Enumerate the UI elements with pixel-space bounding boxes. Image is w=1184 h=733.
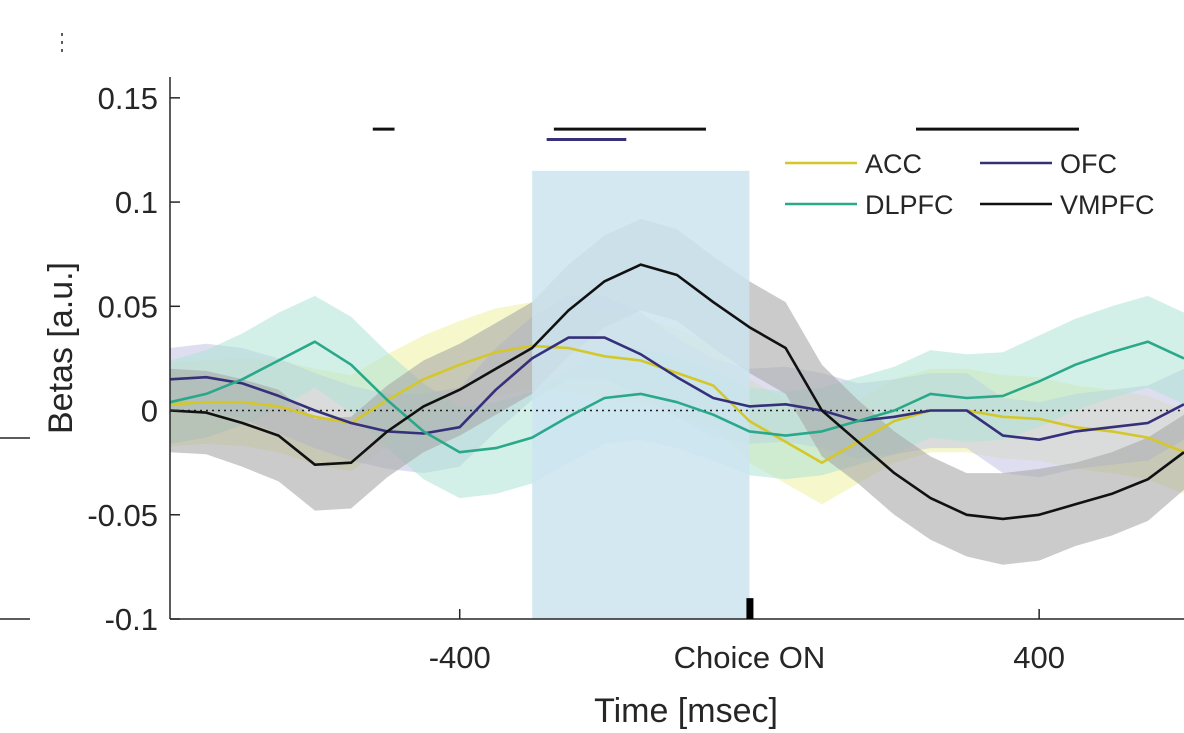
significance-bars (372, 127, 1079, 142)
x-tick-label: Choice ON (674, 640, 826, 675)
y-tick-label: 0.05 (98, 289, 158, 324)
series-lines (169, 263, 1184, 521)
y-tick-label: 0 (141, 394, 158, 429)
legend-label-vmpfc: VMPFC (1060, 190, 1155, 220)
legend-label-ofc: OFC (1060, 149, 1117, 179)
axes (169, 77, 1184, 620)
series-line-ofc (169, 336, 1184, 442)
y-tick-label: 0.1 (115, 185, 158, 220)
y-axis-label: Betas [a.u.] (42, 262, 80, 434)
choice-onset-marker (746, 598, 754, 619)
y-tick-label: 0.15 (98, 81, 158, 116)
series-line-vmpfc (169, 263, 1184, 521)
series-line-dlpfc (169, 340, 1184, 454)
legend-label-acc: ACC (865, 149, 922, 179)
tick-labels: 0.15 0.1 0.05 0 -0.05 -0.1 -400 Choice ON 400 (87, 81, 1065, 675)
series-line-acc (169, 344, 1184, 465)
x-axis-label: Time [msec] (594, 692, 778, 730)
legend: ACC OFC DLPFC VMPFC (785, 149, 1155, 220)
y-tick-label: -0.05 (87, 498, 158, 533)
error-band-vmpfc (170, 218, 1184, 565)
x-tick-label: 400 (1013, 640, 1065, 675)
legend-label-dlpfc: DLPFC (865, 190, 954, 220)
x-tick-label: -400 (429, 640, 491, 675)
y-tick-label: -0.1 (105, 602, 158, 637)
